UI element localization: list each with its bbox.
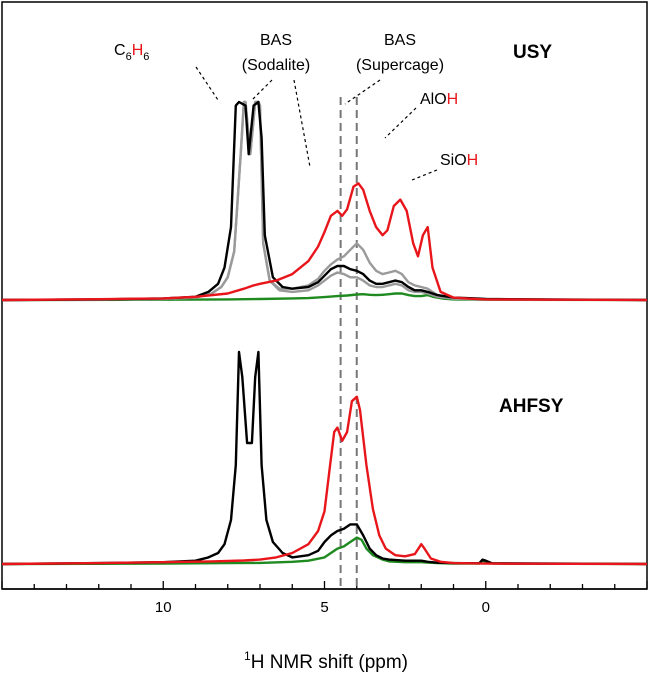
x-tick-label: 5: [320, 599, 328, 616]
annotation-leader: [384, 107, 417, 139]
x-tick-labels: 10 5 0: [155, 599, 490, 616]
spectrum-usy-red: [1, 182, 648, 302]
panel-label-ahfsy: AHFSY: [499, 396, 564, 417]
annotation-leader: [251, 79, 273, 101]
c6h6-part-3: H: [132, 42, 144, 59]
reference-lines: [339, 97, 358, 589]
annotation-leader: [411, 169, 438, 181]
annotation-bas-sodalite-line1: BAS: [260, 32, 292, 49]
sioh-part-2: H: [467, 152, 479, 169]
x-tick-label: 0: [482, 599, 490, 616]
annotation-bas-supercage-line2: (Supercage): [356, 57, 444, 74]
annotation-c6h6: C6H6: [114, 42, 149, 63]
sioh-part-1: SiO: [440, 152, 467, 169]
annotation-leaders: [195, 66, 438, 181]
c6h6-part-4: 6: [143, 51, 149, 63]
annotation-aloh: AlOH: [420, 91, 458, 108]
spectrum-usy-black: [1, 100, 648, 302]
spectrum-ahfsy-red: [1, 395, 648, 566]
spectrum-usy-green: [1, 292, 648, 302]
spectrum-ahfsy-black: [1, 350, 648, 566]
x-axis-label-sup: 1: [244, 649, 251, 663]
x-ticks: [1, 581, 648, 589]
x-tick-label: 10: [155, 599, 172, 616]
c6h6-part-1: C: [114, 42, 126, 59]
spectrum-usy-gray: [1, 100, 648, 302]
annotation-bas-supercage-line1: BAS: [384, 32, 416, 49]
annotation-bas-sodalite-line2: (Sodalite): [242, 57, 310, 74]
x-axis-label: 1H NMR shift (ppm): [244, 649, 408, 673]
spectra: [1, 100, 648, 566]
panel-label-usy: USY: [513, 42, 552, 63]
c6h6-part-2: 6: [126, 51, 132, 63]
aloh-part-2: H: [447, 91, 459, 108]
annotation-leader: [293, 79, 311, 168]
x-axis-label-main: H NMR shift (ppm): [251, 652, 408, 673]
annotation-leader: [344, 79, 381, 105]
spectrum-usy-gray: [1, 100, 648, 302]
annotation-leader: [195, 66, 219, 101]
aloh-part-1: AlO: [420, 91, 447, 108]
plot-frame: [1, 1, 648, 590]
annotation-sioh: SiOH: [440, 152, 478, 169]
